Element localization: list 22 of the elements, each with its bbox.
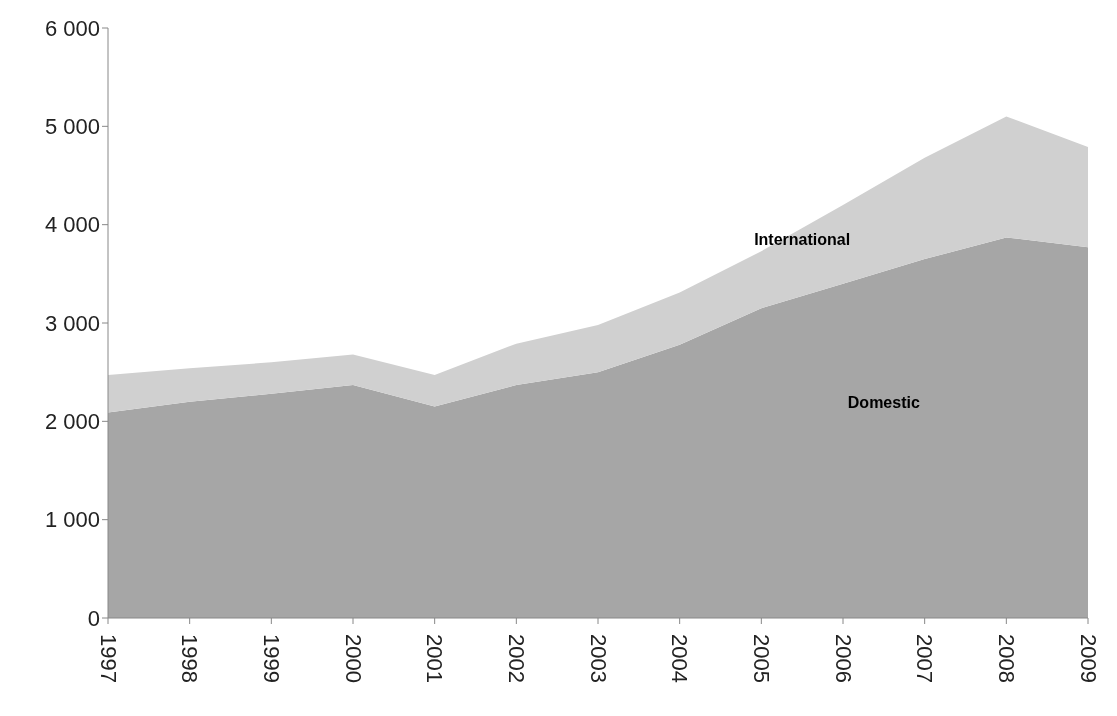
series-label: Domestic xyxy=(846,392,921,413)
series-label: International xyxy=(753,230,852,251)
y-tick-label: 4 000 xyxy=(44,212,100,238)
y-tick-label: 3 000 xyxy=(44,310,100,336)
y-tick-label: 1 000 xyxy=(44,507,100,533)
x-tick-label: 2007 xyxy=(912,634,938,683)
x-tick-label: 2009 xyxy=(1075,634,1101,683)
y-tick-label: 2 000 xyxy=(44,409,100,435)
x-tick-label: 2002 xyxy=(503,634,529,683)
y-tick-label: 0 xyxy=(87,605,100,631)
x-tick-label: 2000 xyxy=(340,634,366,683)
x-tick-label: 2006 xyxy=(830,634,856,683)
y-tick-label: 6 000 xyxy=(44,15,100,41)
y-tick-label: 5 000 xyxy=(44,114,100,140)
x-tick-label: 2001 xyxy=(422,634,448,683)
x-tick-label: 1998 xyxy=(177,634,203,683)
x-tick-label: 1999 xyxy=(258,634,284,683)
x-tick-label: 2005 xyxy=(748,634,774,683)
x-tick-label: 2004 xyxy=(667,634,693,683)
x-tick-label: 1997 xyxy=(95,634,121,683)
x-tick-label: 2008 xyxy=(993,634,1019,683)
x-tick-label: 2003 xyxy=(585,634,611,683)
